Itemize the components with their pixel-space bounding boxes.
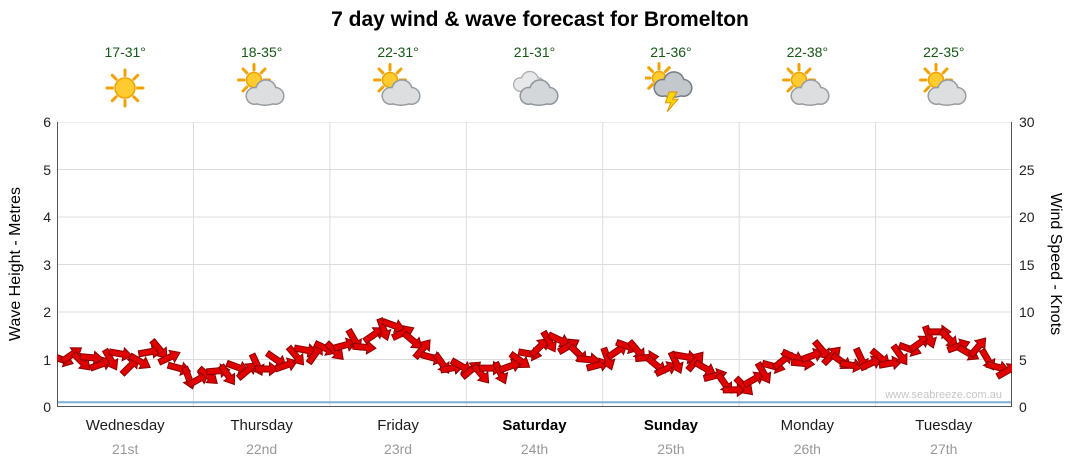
date-label: 25th: [657, 441, 685, 457]
watermark-text: www.seabreeze.com.au: [885, 389, 1002, 401]
day-label: Tuesday: [915, 417, 973, 434]
date-label: 26th: [793, 441, 821, 457]
right-axis-tick: 10: [1019, 304, 1035, 320]
left-axis-tick: 5: [43, 161, 51, 178]
left-axis-tick: 1: [43, 351, 51, 368]
right-axis-tick: 0: [1019, 399, 1027, 415]
forecast-plot: [57, 122, 1012, 407]
right-axis-tick: 20: [1019, 209, 1035, 225]
date-label: 23rd: [384, 441, 413, 457]
temperature-range: 17-31°: [104, 44, 146, 60]
temperature-range: 22-35°: [923, 44, 965, 60]
right-axis-tick: 5: [1019, 351, 1027, 368]
weather-icon-sunny: [99, 62, 151, 114]
left-axis-tick: 2: [43, 304, 51, 320]
date-label: 21st: [111, 441, 139, 457]
right-axis-tick: 25: [1019, 161, 1035, 178]
right-axis-title: Wind Speed - Knots: [1047, 192, 1064, 336]
date-label: 22nd: [246, 441, 278, 457]
chart-title: 7 day wind & wave forecast for Bromelton: [331, 8, 749, 31]
left-axis-tick: 6: [43, 114, 51, 130]
day-label: Monday: [780, 417, 835, 434]
day-label: Thursday: [230, 417, 293, 434]
temperature-range: 22-31°: [377, 44, 419, 60]
weather-icon-sun-cloud: [918, 62, 970, 114]
temperature-range: 22-38°: [786, 44, 829, 60]
weather-icon-sun-cloud: [236, 62, 288, 114]
weather-icon-cloudy: [509, 62, 561, 114]
right-axis-tick: 15: [1019, 256, 1035, 273]
temperature-range: 21-36°: [650, 44, 692, 60]
day-label: Friday: [377, 417, 419, 434]
date-label: 24th: [520, 441, 549, 457]
day-label: Wednesday: [85, 417, 165, 434]
day-label: Sunday: [643, 417, 699, 434]
temperature-range: 18-35°: [240, 44, 283, 60]
day-label: Saturday: [502, 417, 567, 434]
weather-icon-sun-cloud: [781, 62, 833, 114]
left-axis-tick: 3: [43, 256, 51, 273]
weather-icon-storm: [642, 62, 697, 114]
right-axis-tick: 30: [1019, 114, 1035, 130]
temperature-range: 21-31°: [513, 44, 556, 60]
left-axis-tick: 0: [43, 399, 51, 415]
left-axis-tick: 4: [43, 209, 51, 225]
weather-icon-sun-cloud: [372, 62, 424, 114]
date-label: 27th: [930, 441, 958, 457]
